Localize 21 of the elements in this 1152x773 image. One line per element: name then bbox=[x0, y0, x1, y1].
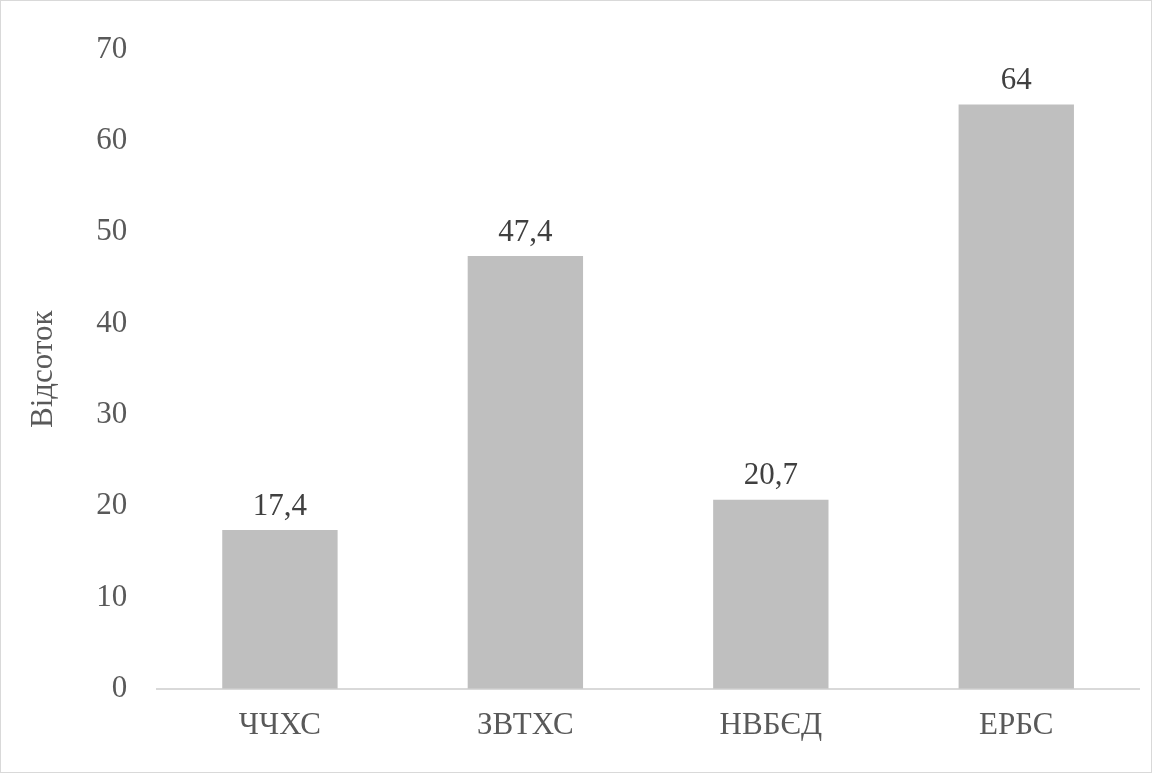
x-tick-label: ЧЧХС bbox=[238, 705, 322, 741]
y-axis-title: Відсоток bbox=[23, 309, 59, 429]
y-tick-label: 0 bbox=[111, 668, 128, 704]
y-tick-label: 30 bbox=[96, 395, 128, 430]
x-tick-label: ЗВТХС bbox=[477, 705, 574, 741]
bar bbox=[467, 255, 584, 689]
data-label: 17,4 bbox=[252, 486, 308, 522]
y-tick-label: 50 bbox=[96, 212, 128, 248]
data-label: 47,4 bbox=[498, 212, 553, 248]
x-tick-label: НВБЄД bbox=[719, 705, 823, 741]
y-tick-label: 40 bbox=[96, 303, 128, 339]
bar bbox=[958, 104, 1074, 689]
bar bbox=[713, 499, 829, 689]
y-tick-label: 10 bbox=[96, 577, 128, 613]
data-label: 20,7 bbox=[743, 456, 798, 492]
y-tick-label: 60 bbox=[96, 121, 128, 157]
x-tick-label: ЕРБС bbox=[979, 705, 1054, 741]
y-tick-label: 70 bbox=[96, 29, 128, 65]
data-label: 64 bbox=[1000, 61, 1033, 97]
y-tick-label: 20 bbox=[96, 486, 128, 522]
bar bbox=[222, 529, 338, 689]
